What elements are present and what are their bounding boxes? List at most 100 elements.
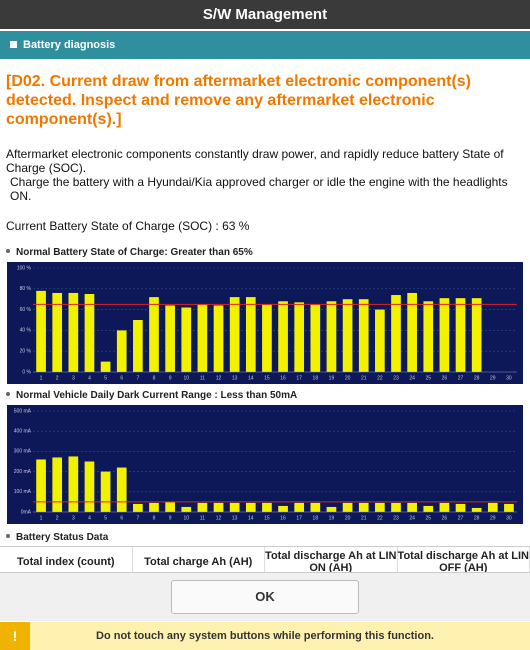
bar bbox=[133, 503, 143, 512]
x-tick-label: 18 bbox=[313, 375, 319, 381]
bar bbox=[358, 299, 369, 372]
bar bbox=[326, 301, 337, 372]
x-tick-label: 5 bbox=[104, 515, 107, 521]
bar bbox=[455, 298, 466, 372]
x-tick-label: 6 bbox=[120, 515, 123, 521]
bar bbox=[165, 305, 175, 372]
bar bbox=[245, 502, 256, 512]
x-tick-label: 9 bbox=[169, 515, 172, 521]
bar bbox=[407, 502, 417, 512]
x-tick-label: 13 bbox=[232, 375, 238, 381]
x-tick-label: 5 bbox=[104, 375, 107, 381]
ok-button[interactable]: OK bbox=[171, 580, 359, 614]
x-tick-label: 16 bbox=[280, 375, 286, 381]
x-tick-label: 11 bbox=[200, 515, 205, 521]
warning-icon: ! bbox=[0, 622, 30, 650]
y-tick-label: 200 mA bbox=[14, 469, 32, 475]
bar bbox=[100, 471, 111, 512]
x-tick-label: 28 bbox=[474, 515, 480, 521]
diagnosis-heading: [D02. Current draw from aftermarket elec… bbox=[6, 73, 471, 128]
x-tick-label: 26 bbox=[442, 375, 448, 381]
x-tick-label: 11 bbox=[200, 375, 205, 381]
x-tick-label: 29 bbox=[490, 375, 496, 381]
x-tick-label: 30 bbox=[506, 375, 512, 381]
column-header: Total index (count) bbox=[0, 547, 133, 573]
x-tick-label: 21 bbox=[361, 515, 367, 521]
bar bbox=[36, 290, 46, 372]
x-tick-label: 2 bbox=[56, 515, 59, 521]
bar bbox=[262, 502, 272, 512]
bar bbox=[326, 506, 337, 512]
bar bbox=[68, 456, 79, 512]
bar bbox=[391, 295, 401, 372]
bar bbox=[310, 502, 321, 512]
x-tick-label: 7 bbox=[136, 375, 139, 381]
x-tick-label: 10 bbox=[183, 375, 189, 381]
bar bbox=[197, 304, 208, 372]
bar bbox=[278, 301, 288, 372]
column-header: Total discharge Ah at LIN ON (AH) bbox=[265, 547, 398, 573]
x-tick-label: 17 bbox=[296, 375, 302, 381]
bar bbox=[471, 507, 482, 512]
body-text: Charge the battery with a Hyundai/Kia ap… bbox=[10, 175, 508, 203]
x-tick-label: 26 bbox=[442, 515, 448, 521]
x-tick-label: 6 bbox=[120, 375, 123, 381]
x-tick-label: 8 bbox=[153, 515, 156, 521]
y-tick-label: 300 mA bbox=[14, 449, 32, 455]
bar bbox=[439, 298, 450, 372]
bar bbox=[310, 304, 321, 372]
warning-bar: Do not touch any system buttons while pe… bbox=[0, 622, 530, 650]
bar bbox=[455, 503, 466, 512]
x-tick-label: 7 bbox=[136, 515, 139, 521]
y-tick-label: 20 % bbox=[20, 349, 32, 355]
bar bbox=[423, 505, 434, 512]
x-tick-label: 23 bbox=[393, 515, 399, 521]
bar bbox=[245, 297, 256, 372]
chart-header: Normal Battery State of Charge: Greater … bbox=[6, 247, 253, 258]
x-tick-label: 21 bbox=[361, 375, 367, 381]
bar bbox=[116, 467, 127, 512]
bar bbox=[149, 502, 159, 512]
table-header: Battery Status Data bbox=[6, 532, 108, 543]
y-tick-label: 400 mA bbox=[14, 429, 32, 435]
x-tick-label: 22 bbox=[377, 515, 383, 521]
bar bbox=[52, 457, 63, 512]
y-tick-label: 500 mA bbox=[14, 408, 32, 414]
x-tick-label: 29 bbox=[490, 515, 496, 521]
bar bbox=[165, 501, 175, 512]
x-tick-label: 15 bbox=[264, 375, 270, 381]
bar bbox=[471, 298, 482, 372]
bar bbox=[213, 502, 224, 512]
chart: 0 %20 %40 %60 %80 %100 %1 2 3 4 5 6 7 8 9 10 11 12 1… bbox=[7, 262, 523, 384]
x-tick-label: 16 bbox=[280, 515, 286, 521]
x-tick-label: 1 bbox=[40, 515, 43, 521]
bar bbox=[116, 330, 127, 372]
bar bbox=[68, 292, 79, 372]
bar bbox=[342, 502, 353, 512]
column-header: Total charge Ah (AH) bbox=[133, 547, 265, 573]
y-tick-label: 0 % bbox=[22, 369, 31, 375]
y-tick-label: 100 mA bbox=[14, 489, 32, 495]
x-tick-label: 27 bbox=[458, 515, 464, 521]
bar bbox=[36, 459, 46, 512]
bar bbox=[375, 309, 385, 372]
chart-header: Normal Vehicle Daily Dark Current Range … bbox=[6, 390, 297, 401]
y-tick-label: 100 % bbox=[17, 265, 32, 271]
x-tick-label: 14 bbox=[248, 515, 254, 521]
x-tick-label: 23 bbox=[393, 375, 399, 381]
y-tick-label: 80 % bbox=[20, 286, 32, 292]
x-tick-label: 19 bbox=[329, 375, 335, 381]
x-tick-label: 8 bbox=[153, 375, 156, 381]
bar bbox=[391, 502, 401, 512]
x-tick-label: 27 bbox=[458, 375, 464, 381]
x-tick-label: 24 bbox=[409, 515, 415, 521]
bar bbox=[262, 304, 272, 372]
x-tick-label: 19 bbox=[329, 515, 335, 521]
x-tick-label: 14 bbox=[248, 375, 254, 381]
x-tick-label: 10 bbox=[183, 515, 189, 521]
x-tick-label: 20 bbox=[345, 375, 351, 381]
bar bbox=[358, 502, 369, 512]
section-title: Battery diagnosis bbox=[23, 39, 116, 51]
